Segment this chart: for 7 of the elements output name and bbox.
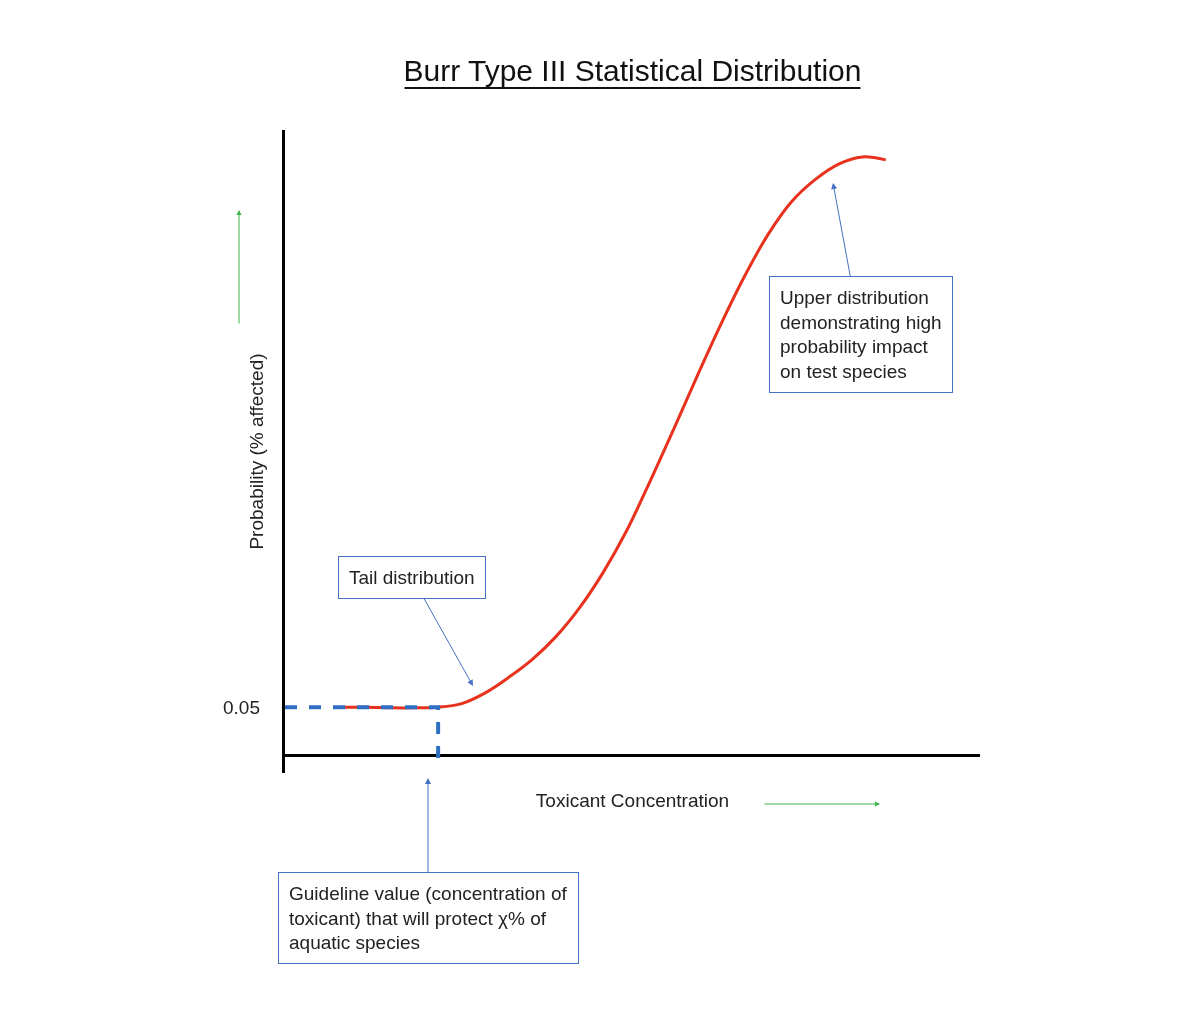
text: Guideline value (concentration of toxicant) that will protect χ% of aquatic species [289, 883, 568, 954]
chart-title: Burr Type III Statistical Distribution [403, 53, 862, 87]
annotation: Tail distribution [349, 567, 475, 588]
y-axis-title: Probability (% affected) [246, 353, 268, 550]
x-axis-title: Toxicant Concentration [535, 789, 730, 811]
annotation: Upper distribution demonstrating high probability impact on test species [780, 287, 942, 383]
text: 0.05 [223, 697, 260, 718]
